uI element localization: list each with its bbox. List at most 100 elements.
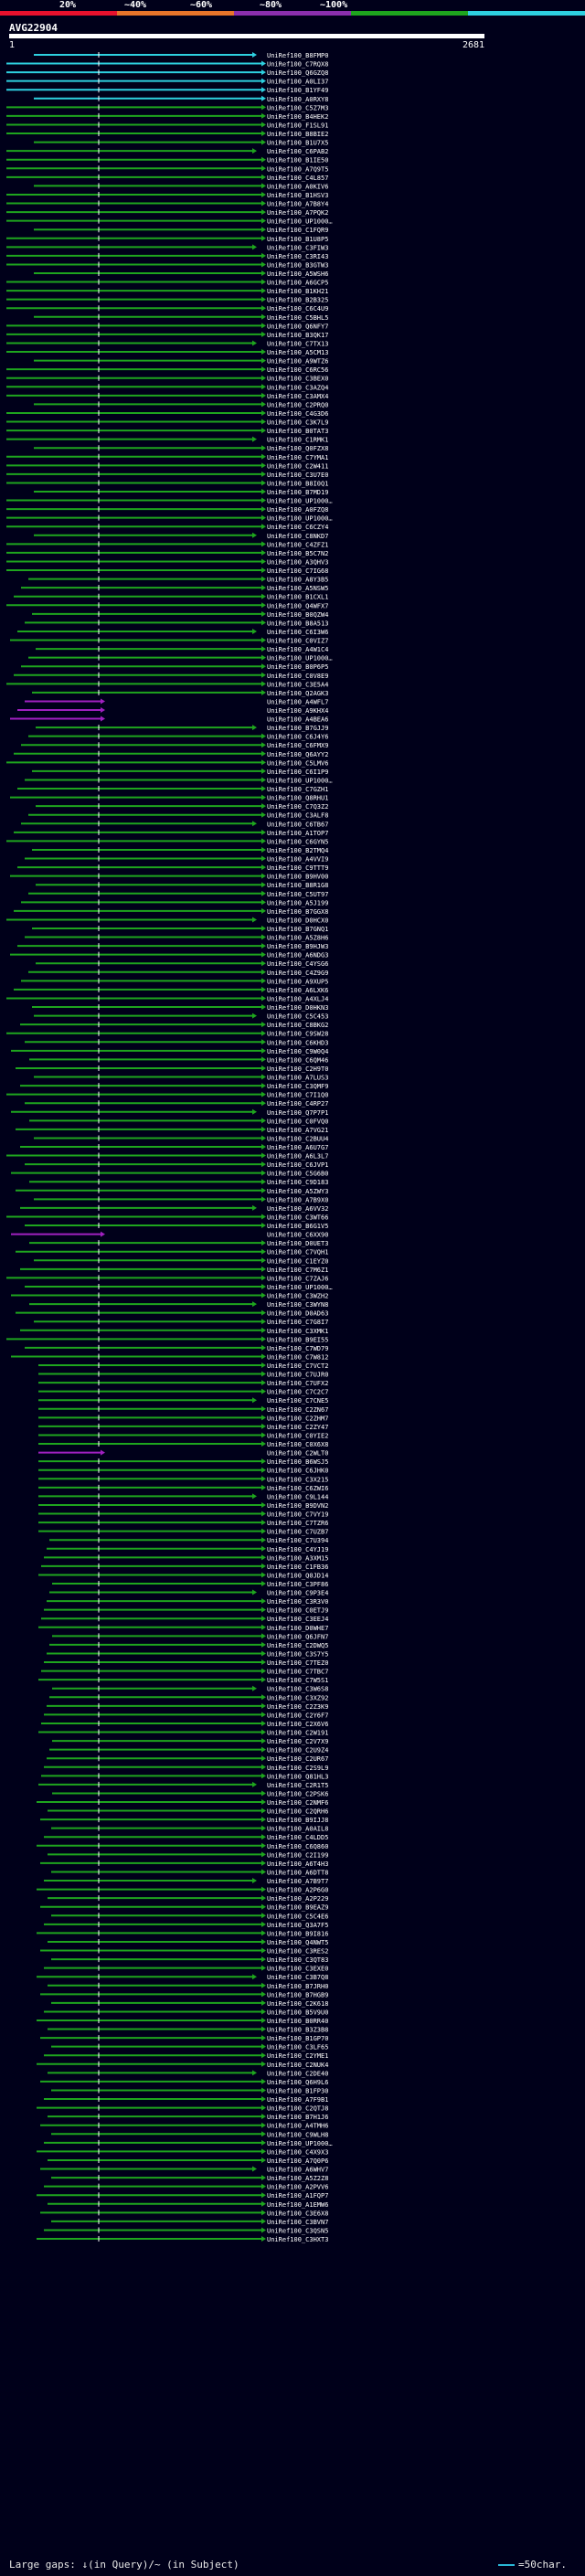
hit-arrow xyxy=(261,1746,266,1753)
hit-label: UniRef100_C2QRH6 xyxy=(267,1808,328,1816)
hit-arrow xyxy=(261,1152,266,1159)
hit-label: UniRef100_C3QSN5 xyxy=(267,2227,328,2234)
hit-label: UniRef100_Q4NWT5 xyxy=(267,1939,328,1946)
hit-arrow xyxy=(261,672,266,678)
hit-label: UniRef100_Q6GZQ8 xyxy=(267,69,328,77)
hit-arrow xyxy=(261,305,266,312)
hit-label: UniRef100_A5CM13 xyxy=(267,349,328,356)
hit-arrow xyxy=(261,2018,266,2023)
hit-arrow xyxy=(261,926,266,931)
hit-label: UniRef100_F1SL91 xyxy=(267,122,328,129)
hit-arrow xyxy=(261,768,266,774)
hit-arrow xyxy=(261,1501,266,1508)
hit-label: UniRef100_C7GZH1 xyxy=(267,786,328,793)
hit-arrow xyxy=(101,698,105,705)
hit-label: UniRef100_Q6H9L6 xyxy=(267,2079,328,2086)
hit-arrow xyxy=(261,1537,266,1543)
hit-arrow xyxy=(261,1047,266,1054)
hit-label: UniRef100_C5G6B0 xyxy=(267,1171,328,1178)
hit-arrow xyxy=(261,646,266,652)
hit-arrow xyxy=(261,995,266,1002)
hit-label: UniRef100_A6U7G7 xyxy=(267,1144,328,1151)
hit-arrow xyxy=(261,1606,266,1613)
hit-label: UniRef100_B1CXL1 xyxy=(267,594,328,601)
hit-arrow xyxy=(261,1702,266,1709)
hit-arrow xyxy=(261,1720,266,1726)
hit-label: UniRef100_C4X9X3 xyxy=(267,2148,328,2156)
hit-label: UniRef100_C2BUU4 xyxy=(267,1135,328,1142)
hit-arrow xyxy=(261,375,266,381)
hit-label: UniRef100_C7W812 xyxy=(267,1353,328,1361)
hit-label: UniRef100_A7B8Y4 xyxy=(267,201,328,208)
hit-arrow xyxy=(252,1493,257,1500)
hit-label: UniRef100_Q0FZX8 xyxy=(267,445,328,452)
hit-label: UniRef100_A7PQK2 xyxy=(267,209,328,217)
legend-color-3 xyxy=(351,11,468,16)
hit-label: UniRef100_C7TBC7 xyxy=(267,1669,328,1676)
hit-arrow xyxy=(261,78,266,84)
hit-label: UniRef100_C3R3V0 xyxy=(267,1598,328,1606)
hit-label: UniRef100_C2U9Z4 xyxy=(267,1747,328,1754)
hit-label: UniRef100_A5J199 xyxy=(267,899,328,906)
hit-label: UniRef100_C3E5A4 xyxy=(267,681,328,688)
hit-arrow xyxy=(261,1563,266,1569)
hit-arrow xyxy=(261,1467,266,1473)
hit-label: UniRef100_C4G3D6 xyxy=(267,410,328,418)
hit-label: UniRef100_Q81HL3 xyxy=(267,1773,328,1780)
hit-arrow xyxy=(261,829,266,835)
hit-arrow xyxy=(261,1441,266,1447)
hit-arrow xyxy=(261,943,266,949)
hit-label: UniRef100_B3Z3B8 xyxy=(267,2027,328,2034)
hit-label: UniRef100_C7IG68 xyxy=(267,567,328,575)
hit-arrow xyxy=(252,821,257,827)
hit-arrow xyxy=(261,1388,266,1394)
hit-arrow xyxy=(261,270,266,276)
hit-label: UniRef100_C4L857 xyxy=(267,175,328,182)
hit-arrow xyxy=(261,2139,266,2146)
hit-label: UniRef100_C9D183 xyxy=(267,1179,328,1186)
hit-arrow xyxy=(261,349,266,355)
hit-arrow xyxy=(261,1423,266,1429)
hit-label: UniRef100_A0LI37 xyxy=(267,79,328,86)
hit-label: UniRef100_B6WSJ5 xyxy=(267,1458,328,1466)
hit-arrow xyxy=(261,794,266,800)
hit-label: UniRef100_C0YIE2 xyxy=(267,1432,328,1439)
hit-label: UniRef100_UP1000… xyxy=(267,498,333,505)
hit-label: UniRef100_C2R1T5 xyxy=(267,1782,328,1789)
hit-arrow xyxy=(252,1685,257,1691)
hit-label: UniRef100_C6J4Y6 xyxy=(267,734,328,741)
hit-label: UniRef100_C5C453 xyxy=(267,1013,328,1021)
hit-label: UniRef100_C1FQR9 xyxy=(267,227,328,234)
hit-label: UniRef100_A0AIL8 xyxy=(267,1826,328,1833)
hit-arrow xyxy=(261,1030,266,1036)
hit-label: UniRef100_B7JRH0 xyxy=(267,1983,328,1990)
hit-arrow xyxy=(261,1100,266,1107)
hit-arrow xyxy=(261,2043,266,2050)
hit-arrow xyxy=(261,112,266,119)
hit-arrow xyxy=(261,1860,266,1866)
hit-label: UniRef100_A0RXY8 xyxy=(267,96,328,103)
hit-label: UniRef100_C5C4E6 xyxy=(267,1913,328,1920)
hit-label: UniRef100_C7W5S1 xyxy=(267,1677,328,1684)
hit-arrow xyxy=(261,610,266,617)
hit-label: UniRef100_C3U7E0 xyxy=(267,472,328,479)
hit-arrow xyxy=(261,689,266,695)
query-start-label: 1 xyxy=(9,40,16,50)
hit-arrow xyxy=(261,506,266,513)
hit-arrow xyxy=(261,1380,266,1386)
hit-label: UniRef100_C3XMK1 xyxy=(267,1328,328,1335)
hit-label: UniRef100_C7UFX2 xyxy=(267,1380,328,1387)
hit-label: UniRef100_B3QK17 xyxy=(267,332,328,339)
hit-arrow xyxy=(261,1520,266,1526)
hit-arrow xyxy=(261,217,266,224)
hit-label: UniRef100_B5V9U0 xyxy=(267,2009,328,2016)
hit-arrow xyxy=(261,1309,266,1316)
hit-label: UniRef100_B9DVN2 xyxy=(267,1502,328,1510)
hit-arrow xyxy=(261,2148,266,2155)
hit-label: UniRef100_C9P3E4 xyxy=(267,1590,328,1597)
hit-label: UniRef100_A6LXK6 xyxy=(267,987,328,994)
hit-label: UniRef100_C4ZFZ1 xyxy=(267,541,328,548)
hit-label: UniRef100_C2PSK6 xyxy=(267,1790,328,1797)
hit-arrow xyxy=(261,2078,266,2084)
hit-label: UniRef100_C2NMF6 xyxy=(267,1799,328,1807)
